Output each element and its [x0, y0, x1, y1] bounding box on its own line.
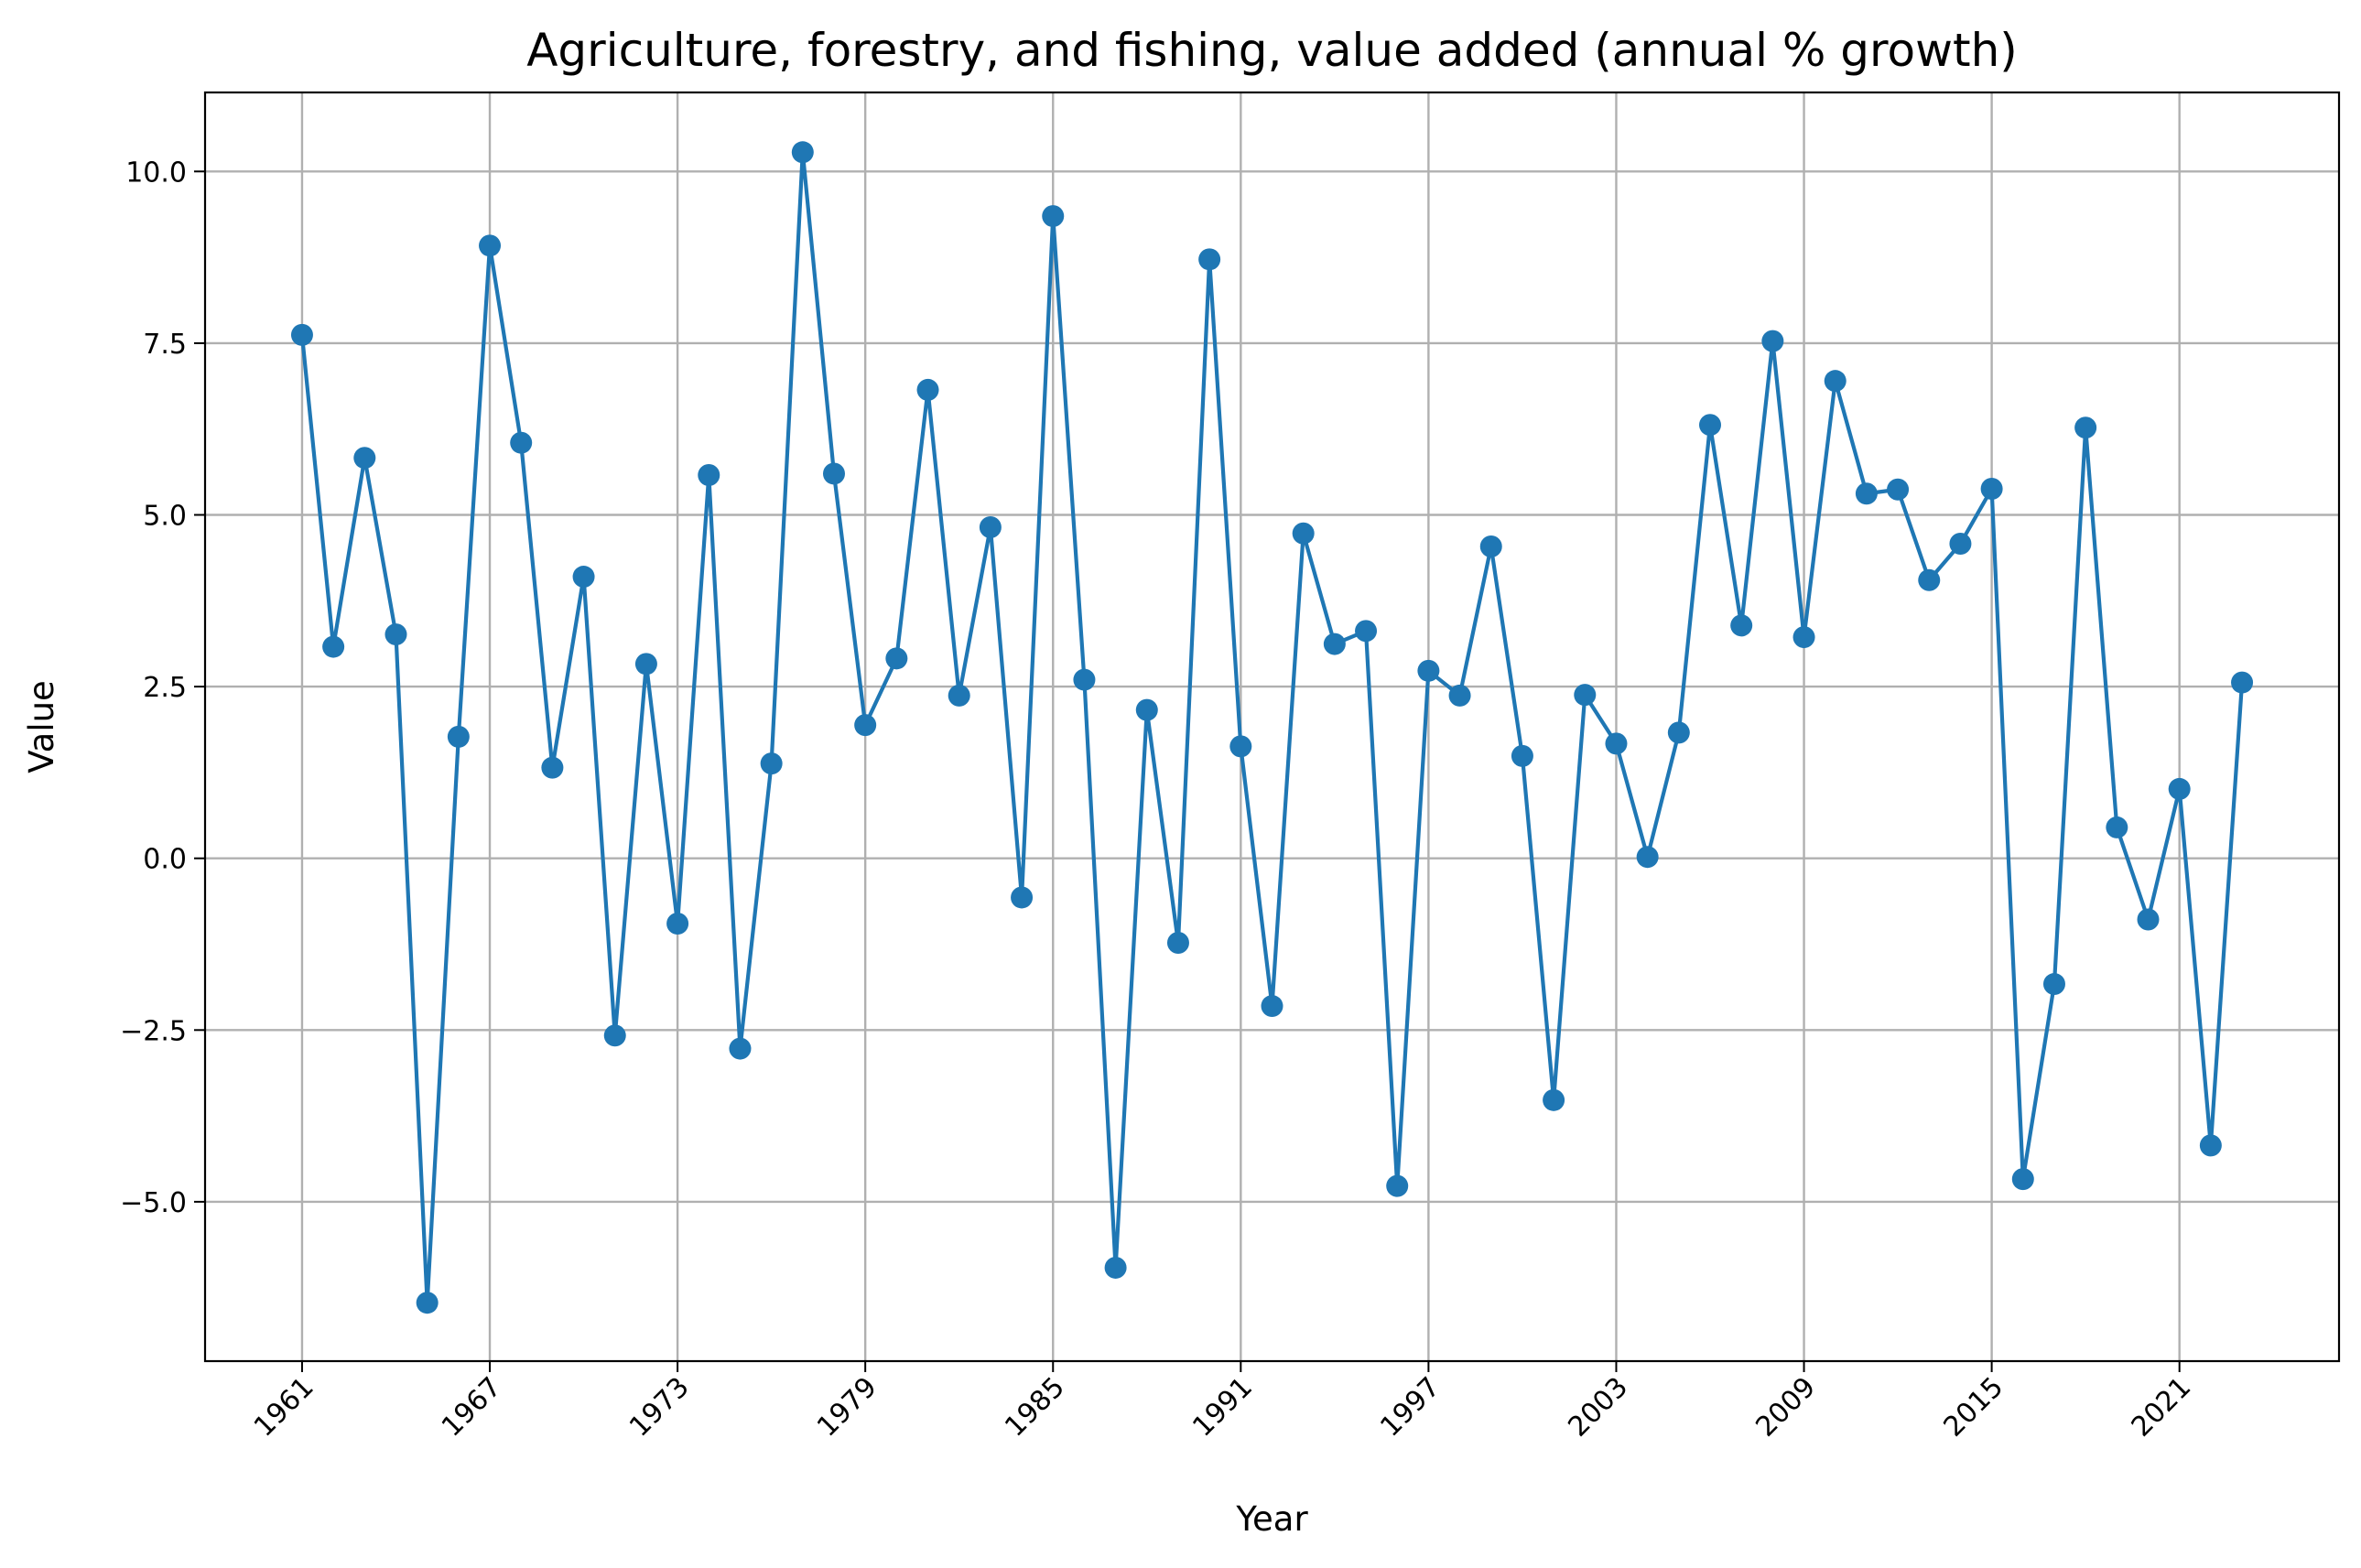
data-point: [1448, 684, 1471, 707]
data-point: [2011, 1168, 2034, 1191]
data-point: [1073, 668, 1096, 691]
data-point: [979, 516, 1002, 539]
data-point: [854, 714, 877, 737]
data-point: [698, 463, 720, 486]
data-point: [1636, 846, 1659, 869]
data-point: [1417, 659, 1440, 682]
y-axis-ticks: −5.0 −2.5 0.0 2.5 5.0 7.5 10.0: [120, 157, 205, 1219]
data-point: [541, 756, 564, 779]
data-markers: [290, 141, 2254, 1314]
data-point: [1229, 735, 1252, 758]
data-point: [666, 912, 689, 935]
gridlines: [205, 92, 2339, 1361]
y-tick-label: 0.0: [143, 844, 187, 876]
data-point: [603, 1024, 626, 1047]
data-point: [1543, 1088, 1565, 1111]
data-point: [822, 462, 845, 485]
data-point: [760, 752, 783, 775]
data-point: [1949, 533, 1972, 556]
data-point: [1574, 684, 1597, 707]
data-point: [322, 635, 345, 658]
data-point: [510, 431, 533, 454]
data-point: [1292, 522, 1315, 545]
data-point: [1104, 1256, 1127, 1279]
plot-frame: [203, 91, 2341, 1363]
data-point: [1980, 477, 2003, 500]
data-point: [1198, 248, 1221, 271]
data-point: [1135, 698, 1158, 721]
data-point: [2042, 973, 2065, 996]
data-point: [384, 623, 407, 646]
data-point: [1667, 721, 1690, 744]
data-point: [1855, 482, 1878, 505]
data-point: [1511, 744, 1533, 767]
data-point: [1824, 370, 1847, 393]
data-point: [791, 141, 814, 164]
data-point: [479, 234, 502, 257]
data-point: [1479, 535, 1502, 558]
data-point: [2106, 816, 2128, 838]
data-point: [916, 378, 939, 401]
data-point: [729, 1037, 752, 1060]
data-point: [2137, 908, 2160, 931]
data-point: [1011, 886, 1034, 909]
data-point: [1887, 478, 1910, 501]
data-point: [1355, 620, 1378, 643]
data-point: [1699, 414, 1722, 437]
data-point: [447, 725, 470, 748]
y-axis-label: Value: [22, 680, 61, 773]
data-point: [1261, 995, 1283, 1018]
data-point: [1605, 732, 1628, 755]
data-point: [634, 653, 657, 676]
data-point: [2231, 671, 2254, 694]
data-point: [1386, 1174, 1409, 1197]
data-point: [2074, 416, 2097, 439]
data-point: [1730, 614, 1753, 637]
data-point: [416, 1292, 439, 1314]
data-point: [572, 566, 595, 589]
data-point: [948, 684, 970, 707]
data-point: [1761, 330, 1784, 352]
data-point: [1323, 633, 1346, 655]
x-axis-label: Year: [1235, 1499, 1308, 1539]
data-point: [1042, 205, 1065, 228]
data-point: [2168, 777, 2191, 800]
y-tick-label: −2.5: [120, 1015, 187, 1047]
y-tick-label: 7.5: [143, 329, 187, 361]
chart-title: Agriculture, forestry, and fishing, valu…: [526, 24, 2018, 77]
data-point: [1792, 626, 1815, 649]
y-tick-label: 2.5: [143, 672, 187, 704]
y-tick-label: 10.0: [125, 157, 187, 189]
y-tick-label: 5.0: [143, 500, 187, 532]
data-point: [885, 647, 908, 670]
data-point: [2199, 1134, 2222, 1157]
data-point: [1918, 568, 1941, 591]
data-point: [290, 323, 313, 346]
data-point: [1166, 932, 1189, 955]
data-point: [353, 447, 376, 470]
y-tick-label: −5.0: [120, 1187, 187, 1219]
